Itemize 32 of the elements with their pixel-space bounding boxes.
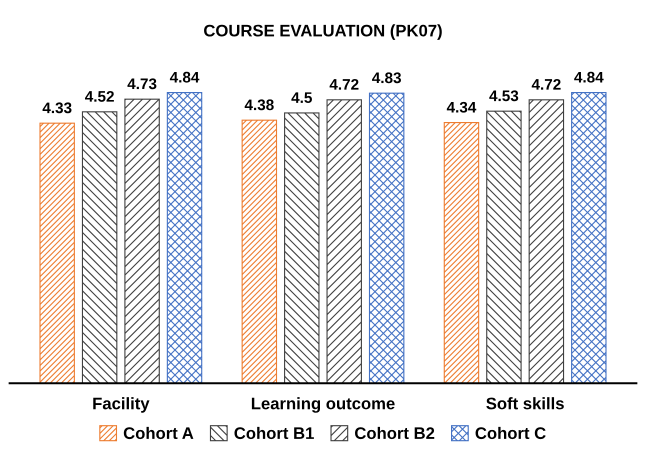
data-label: 4.73 (127, 78, 156, 90)
bar (571, 92, 607, 384)
bar (486, 110, 522, 384)
bar (368, 92, 404, 384)
data-label: 4.5 (291, 92, 312, 104)
bar (326, 99, 362, 384)
bar (242, 120, 278, 384)
x-tick-label: Learning outcome (252, 397, 395, 413)
bar (166, 92, 202, 384)
bar (39, 122, 75, 384)
bar (284, 112, 320, 384)
data-label: 4.52 (85, 91, 114, 102)
legend-label: Cohort A (124, 426, 194, 440)
legend-label: Cohort B2 (355, 426, 434, 440)
data-label: 4.53 (489, 90, 518, 102)
bar (528, 99, 564, 384)
x-tick-label: Facility (93, 397, 150, 413)
data-label: 4.38 (244, 99, 274, 110)
data-label: 4.33 (42, 102, 72, 114)
bar (444, 122, 480, 384)
data-label: 4.34 (446, 102, 476, 113)
bar (82, 111, 118, 384)
legend-label: Cohort B1 (234, 426, 314, 440)
bar (124, 98, 160, 384)
x-tick-label: Soft skills (486, 397, 564, 410)
data-label: 4.84 (170, 72, 200, 83)
data-label: 4.84 (574, 72, 604, 83)
chart-title: COURSE EVALUATION (PK07) (204, 24, 442, 40)
data-label: 4.72 (330, 78, 358, 90)
data-label: 4.83 (372, 72, 401, 84)
legend-label: Cohort C (476, 426, 546, 440)
data-label: 4.72 (532, 78, 561, 90)
